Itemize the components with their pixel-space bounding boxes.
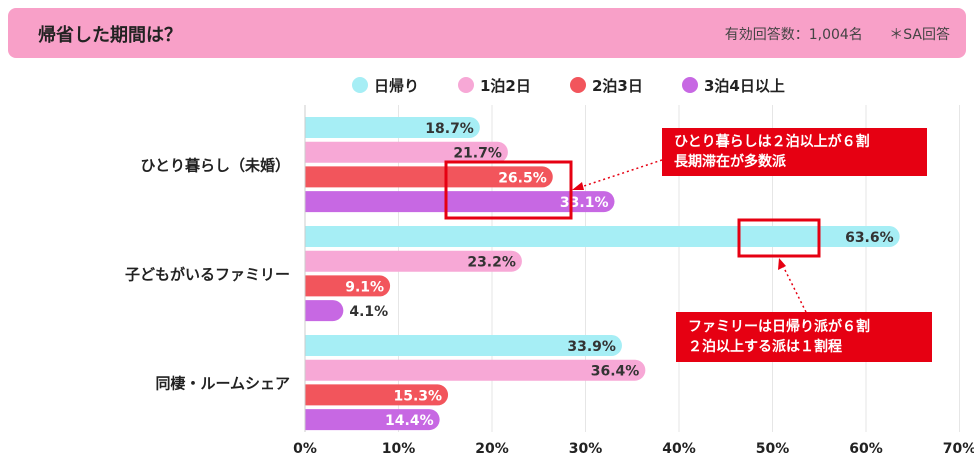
answer-type: ＊SA回答 xyxy=(889,27,950,43)
x-tick-label: 70% xyxy=(943,441,974,457)
category-label: 同棲・ルームシェア xyxy=(155,375,290,393)
data-label: 26.5% xyxy=(498,170,547,186)
legend-marker-2 xyxy=(458,77,474,93)
data-label: 9.1% xyxy=(345,279,384,295)
data-label: 18.7% xyxy=(425,121,474,137)
legend-marker-4 xyxy=(682,77,698,93)
data-label: 21.7% xyxy=(453,146,502,162)
chart-title: 帰省した期間は？ xyxy=(38,25,182,46)
bar-4-1 xyxy=(305,191,615,213)
bar-2-3 xyxy=(305,359,646,381)
chart-header: 帰省した期間は？ 有効回答数：1,004名 ＊SA回答 xyxy=(8,8,966,58)
data-label: 63.6% xyxy=(845,230,894,246)
legend-label-1: 日帰り xyxy=(374,77,419,95)
x-tick-label: 40% xyxy=(662,441,696,457)
data-label: 4.1% xyxy=(349,304,388,320)
data-label: 36.4% xyxy=(591,364,640,380)
bar-1-3 xyxy=(305,335,622,356)
bar-3-1 xyxy=(305,166,553,188)
legend-label-4: 3泊4日以上 xyxy=(704,77,785,95)
legend-label-3: 2泊3日 xyxy=(592,77,643,95)
bar-1-2 xyxy=(305,226,900,247)
x-tick-label: 50% xyxy=(756,441,790,457)
arrowhead-single xyxy=(572,182,584,190)
data-label: 33.9% xyxy=(567,339,616,355)
x-tick-label: 10% xyxy=(382,441,416,457)
bar-4-3 xyxy=(305,409,440,431)
callout-family-line-2: ２泊以上する派は１割程 xyxy=(688,339,842,355)
highlight-box-family xyxy=(737,218,821,258)
data-label: 23.2% xyxy=(467,255,516,271)
bar-4-2 xyxy=(305,300,344,322)
category-label: ひとり暮らし（未婚） xyxy=(140,157,290,175)
arrowhead-family xyxy=(778,258,786,270)
x-tick-label: 60% xyxy=(849,441,883,457)
x-tick-label: 0% xyxy=(293,441,317,457)
bar-2-1 xyxy=(305,141,508,163)
header-meta: 有効回答数：1,004名 ＊SA回答 xyxy=(703,24,950,44)
x-tick-label: 30% xyxy=(569,441,603,457)
data-label: 15.3% xyxy=(393,388,442,404)
bar-2-2 xyxy=(305,250,522,272)
callout-family-line-1: ファミリーは日帰り派が６割 xyxy=(688,319,870,335)
category-label: 子どもがいるファミリー xyxy=(125,266,290,284)
callout-single: ひとり暮らしは２泊以上が６割 長期滞在が多数派 xyxy=(662,128,927,176)
data-label: 33.1% xyxy=(560,195,609,211)
data-label: 14.4% xyxy=(385,413,434,429)
legend-marker-1 xyxy=(352,77,368,93)
callout-single-line-2: 長期滞在が多数派 xyxy=(674,154,786,170)
callout-family: ファミリーは日帰り派が６割 ２泊以上する派は１割程 xyxy=(676,312,932,362)
bar-3-2 xyxy=(305,275,391,297)
callout-connector-single xyxy=(577,159,663,189)
highlight-box-single xyxy=(444,160,573,220)
x-tick-label: 20% xyxy=(475,441,509,457)
callout-connector-family xyxy=(781,263,807,313)
legend-marker-3 xyxy=(570,77,586,93)
callout-single-line-1: ひとり暮らしは２泊以上が６割 xyxy=(674,134,870,150)
respondent-count: 有効回答数：1,004名 xyxy=(724,27,863,43)
bar-1-1 xyxy=(305,117,480,138)
legend-label-2: 1泊2日 xyxy=(480,77,531,95)
bar-3-3 xyxy=(305,384,449,406)
